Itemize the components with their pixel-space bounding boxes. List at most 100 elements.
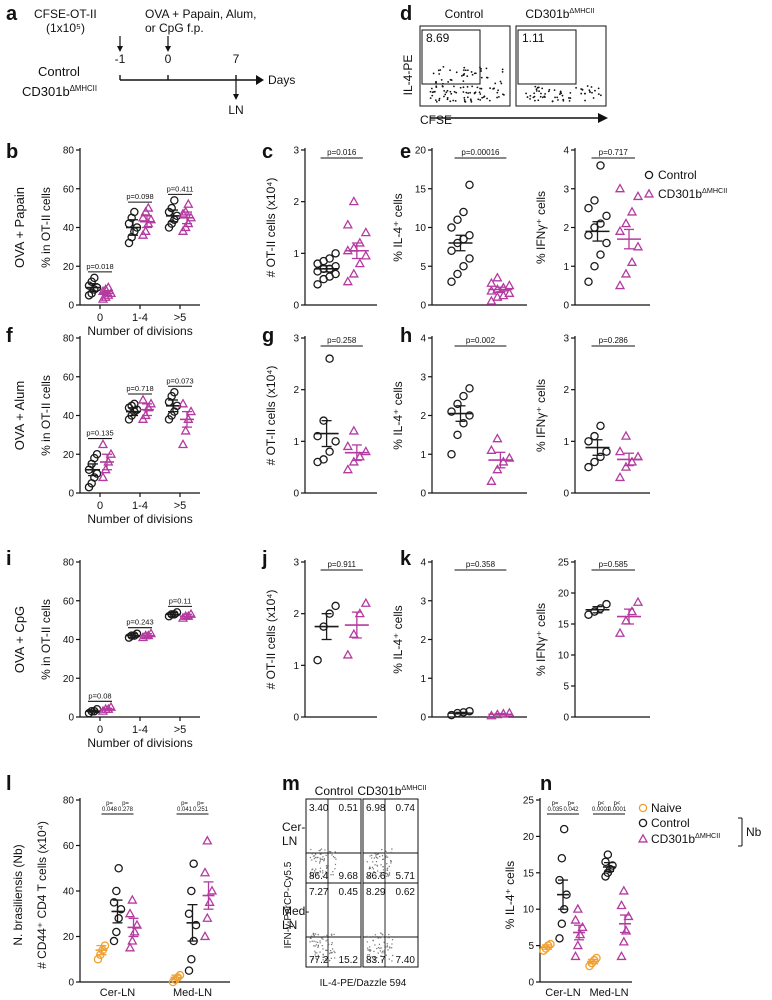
flow-event (464, 69, 467, 72)
data-point (614, 471, 626, 482)
flow-event (315, 957, 317, 959)
data-point (504, 280, 515, 290)
flow-event (321, 944, 324, 947)
flow-event (474, 72, 477, 75)
timeline-days-label: Days (268, 73, 295, 87)
data-point (187, 886, 196, 896)
flow-event (584, 92, 586, 95)
flow-event (548, 88, 551, 91)
flow-event (325, 949, 327, 952)
data-point (360, 446, 371, 456)
data-point (447, 277, 456, 286)
y-tick-label: 2 (563, 385, 569, 396)
data-point (325, 254, 334, 263)
flow-event (387, 875, 390, 877)
flow-event (568, 97, 570, 99)
flow-event (373, 871, 375, 873)
flow-event (381, 950, 384, 952)
flow-event (324, 849, 326, 851)
flow-event (325, 960, 327, 962)
data-point (204, 896, 215, 906)
y-tick-label: 80 (63, 558, 75, 569)
y-tick-label: 0 (293, 489, 299, 500)
flow-event (321, 937, 323, 939)
flow-event (450, 92, 453, 95)
panel-letter-l: l (6, 773, 12, 795)
panel-letter-c: c (262, 141, 273, 163)
p-value: p=0.098 (126, 192, 153, 201)
flow-event (501, 70, 504, 73)
data-point (348, 425, 359, 435)
flow-event (372, 868, 375, 870)
flow-event (382, 874, 384, 876)
data-point (348, 268, 359, 278)
data-point (620, 430, 632, 440)
data-point (572, 903, 583, 913)
y-tick-label: 0 (563, 301, 569, 312)
legend-control-marker (638, 818, 648, 828)
data-point (492, 272, 503, 282)
flow-event (316, 856, 318, 859)
flow-event (373, 959, 376, 962)
schematic-cfse-label: CFSE-OT-II (34, 7, 97, 21)
y-tick-label: 3 (420, 372, 426, 383)
panel-l-ylabel: # CD44⁺ CD4 T cells (x10⁴) (35, 821, 49, 969)
x-axis-label: Number of divisions (87, 512, 192, 526)
flow-event (317, 945, 320, 947)
data-point (184, 909, 194, 919)
flow-m-xlabel: IL-4-PE/Dazzle 594 (320, 978, 407, 989)
flow-event (334, 951, 336, 954)
flow-event (462, 86, 465, 89)
flow-event (366, 947, 369, 949)
row-label: OVA + Alum (12, 381, 27, 451)
flow-event (366, 935, 368, 938)
flow-event (334, 856, 336, 859)
flow-event (315, 860, 317, 862)
flow-event (544, 92, 547, 95)
flow-event (383, 958, 386, 961)
flow-event (323, 860, 325, 862)
flow-event (580, 92, 583, 95)
flow-event (329, 949, 332, 952)
flow-event (440, 79, 443, 81)
flow-event (553, 89, 556, 92)
flow-event (310, 935, 313, 937)
flow-event (466, 85, 469, 88)
flow-d-xaxis-arrowhead (598, 113, 608, 123)
data-point (124, 942, 136, 952)
flow-event (480, 87, 483, 90)
data-point (168, 977, 178, 987)
legend-control-label: Control (658, 168, 697, 182)
flow-event (386, 868, 388, 870)
flow-event (310, 871, 312, 873)
data-point (92, 449, 102, 459)
flow-event (331, 942, 333, 944)
data-point (127, 894, 138, 904)
data-point (486, 475, 497, 485)
p-value: p=0.286 (599, 336, 629, 345)
data-point (459, 391, 468, 401)
schematic-immunization-2: or CpG f.p. (145, 21, 204, 35)
flow-event (321, 870, 324, 872)
flow-event (485, 76, 488, 79)
flow-event (476, 86, 479, 89)
flow-event (327, 942, 330, 945)
flow-event (474, 91, 477, 94)
data-point (183, 198, 194, 208)
flow-event (313, 934, 315, 937)
flow-event (310, 848, 312, 851)
data-point (459, 207, 468, 217)
data-point (572, 940, 583, 950)
flow-event (463, 73, 466, 75)
y-tick-label: 3 (563, 184, 569, 195)
flow-event (588, 89, 591, 92)
flow-event (386, 875, 388, 878)
flow-event (386, 873, 389, 875)
data-point (632, 190, 644, 201)
flow-event (455, 71, 458, 74)
y-tick-label: 0 (68, 713, 74, 724)
flow-event (316, 952, 318, 954)
data-point (112, 886, 121, 896)
data-point (465, 706, 474, 716)
